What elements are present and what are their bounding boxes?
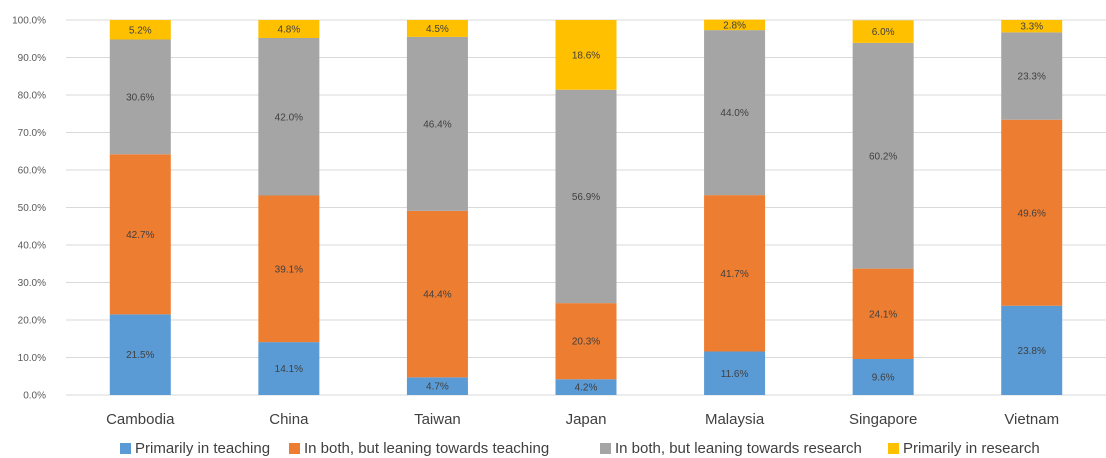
bar-segment <box>406 377 468 395</box>
data-label: 6.0% <box>872 27 895 38</box>
data-label: 4.2% <box>575 383 598 394</box>
data-label: 5.2% <box>129 25 152 36</box>
legend-label: In both, but leaning towards research <box>615 440 862 457</box>
y-tick-label: 30.0% <box>18 278 46 289</box>
bar-segment <box>109 314 171 395</box>
bar-segment <box>109 154 171 315</box>
bar-segment <box>704 351 766 395</box>
legend-label: Primarily in teaching <box>135 440 271 457</box>
y-tick-label: 50.0% <box>18 203 46 214</box>
x-tick-label: Vietnam <box>1004 411 1059 428</box>
legend-swatch <box>120 443 131 454</box>
data-label: 41.7% <box>720 269 748 280</box>
data-label: 21.5% <box>126 350 154 361</box>
bar-segment <box>852 268 914 359</box>
legend-swatch <box>289 443 300 454</box>
bar-segment <box>852 20 914 43</box>
data-label: 44.0% <box>720 108 748 119</box>
bar-segment <box>852 359 914 395</box>
data-label: 23.3% <box>1018 72 1046 83</box>
x-tick-label: Malaysia <box>705 411 765 428</box>
legend-label: In both, but leaning towards teaching <box>304 440 550 457</box>
x-tick-label: Singapore <box>849 411 917 428</box>
bar-segment <box>406 36 468 211</box>
y-tick-label: 70.0% <box>18 128 46 139</box>
bar-segment <box>258 342 320 395</box>
data-label: 24.1% <box>869 309 897 320</box>
x-tick-label: Japan <box>566 411 607 428</box>
y-tick-label: 10.0% <box>18 353 46 364</box>
data-label: 9.6% <box>872 373 895 384</box>
chart-legend: Primarily in teaching In both, but leanin… <box>0 440 1106 458</box>
y-tick-label: 100.0% <box>12 16 46 27</box>
bar-segment <box>704 19 766 31</box>
y-tick-label: 40.0% <box>18 241 46 252</box>
bar-segment <box>852 42 914 269</box>
bar-segment <box>1001 32 1063 120</box>
x-tick-label: Taiwan <box>414 411 461 428</box>
data-label: 18.6% <box>572 50 600 61</box>
data-label: 49.6% <box>1018 208 1046 219</box>
x-tick-label: Cambodia <box>106 411 175 428</box>
y-tick-label: 90.0% <box>18 53 46 64</box>
legend-label: Primarily in research <box>903 440 1040 457</box>
data-label: 4.5% <box>426 24 449 35</box>
data-label: 4.8% <box>277 25 300 36</box>
legend-item: Primarily in teaching <box>120 440 270 457</box>
data-label: 42.7% <box>126 230 154 241</box>
bar-segment <box>704 195 766 352</box>
data-label: 4.7% <box>426 382 449 393</box>
legend-swatch <box>600 443 611 454</box>
data-label: 11.6% <box>721 369 749 380</box>
y-tick-label: 20.0% <box>18 316 46 327</box>
bar-segment <box>1001 305 1063 395</box>
stacked-bar-chart: 0.0% 10.0% 20.0% 30.0% 40.0% 50.0% 60.0% 70.0% 8… <box>12 16 1106 428</box>
data-label: 60.2% <box>869 151 897 162</box>
bar-segment <box>406 20 468 37</box>
data-label: 30.6% <box>126 92 154 103</box>
legend-item: In both, but leaning towards research <box>600 440 862 457</box>
data-label: 39.1% <box>275 264 303 275</box>
bar-segment <box>109 20 171 40</box>
legend-item: Primarily in research <box>888 440 1040 457</box>
bar-segment <box>555 89 617 304</box>
x-tick-label: China <box>269 411 309 428</box>
bar-segment <box>258 20 320 38</box>
bar-segment <box>555 20 617 90</box>
y-tick-label: 0.0% <box>23 391 46 402</box>
legend-swatch <box>888 443 899 454</box>
data-label: 44.4% <box>423 290 451 301</box>
legend-item: In both, but leaning towards teaching <box>289 440 549 457</box>
data-label: 14.1% <box>275 364 303 375</box>
bar-segment <box>704 30 766 196</box>
y-tick-label: 80.0% <box>18 91 46 102</box>
data-label: 46.4% <box>423 119 451 130</box>
y-tick-label: 60.0% <box>18 166 46 177</box>
bar-segment <box>1001 119 1063 306</box>
data-label: 2.8% <box>723 20 746 31</box>
bar-segment <box>1001 20 1063 33</box>
bar-segment <box>406 210 468 378</box>
data-label: 23.8% <box>1018 346 1046 357</box>
data-label: 20.3% <box>572 337 600 348</box>
bar-segment <box>258 195 320 343</box>
data-label: 56.9% <box>572 192 600 203</box>
data-label: 3.3% <box>1020 22 1043 33</box>
bar-segment <box>109 39 171 155</box>
bar-segment <box>555 303 617 380</box>
bar-segment <box>555 379 617 395</box>
bar-segment <box>258 38 320 196</box>
data-label: 42.0% <box>275 112 303 123</box>
